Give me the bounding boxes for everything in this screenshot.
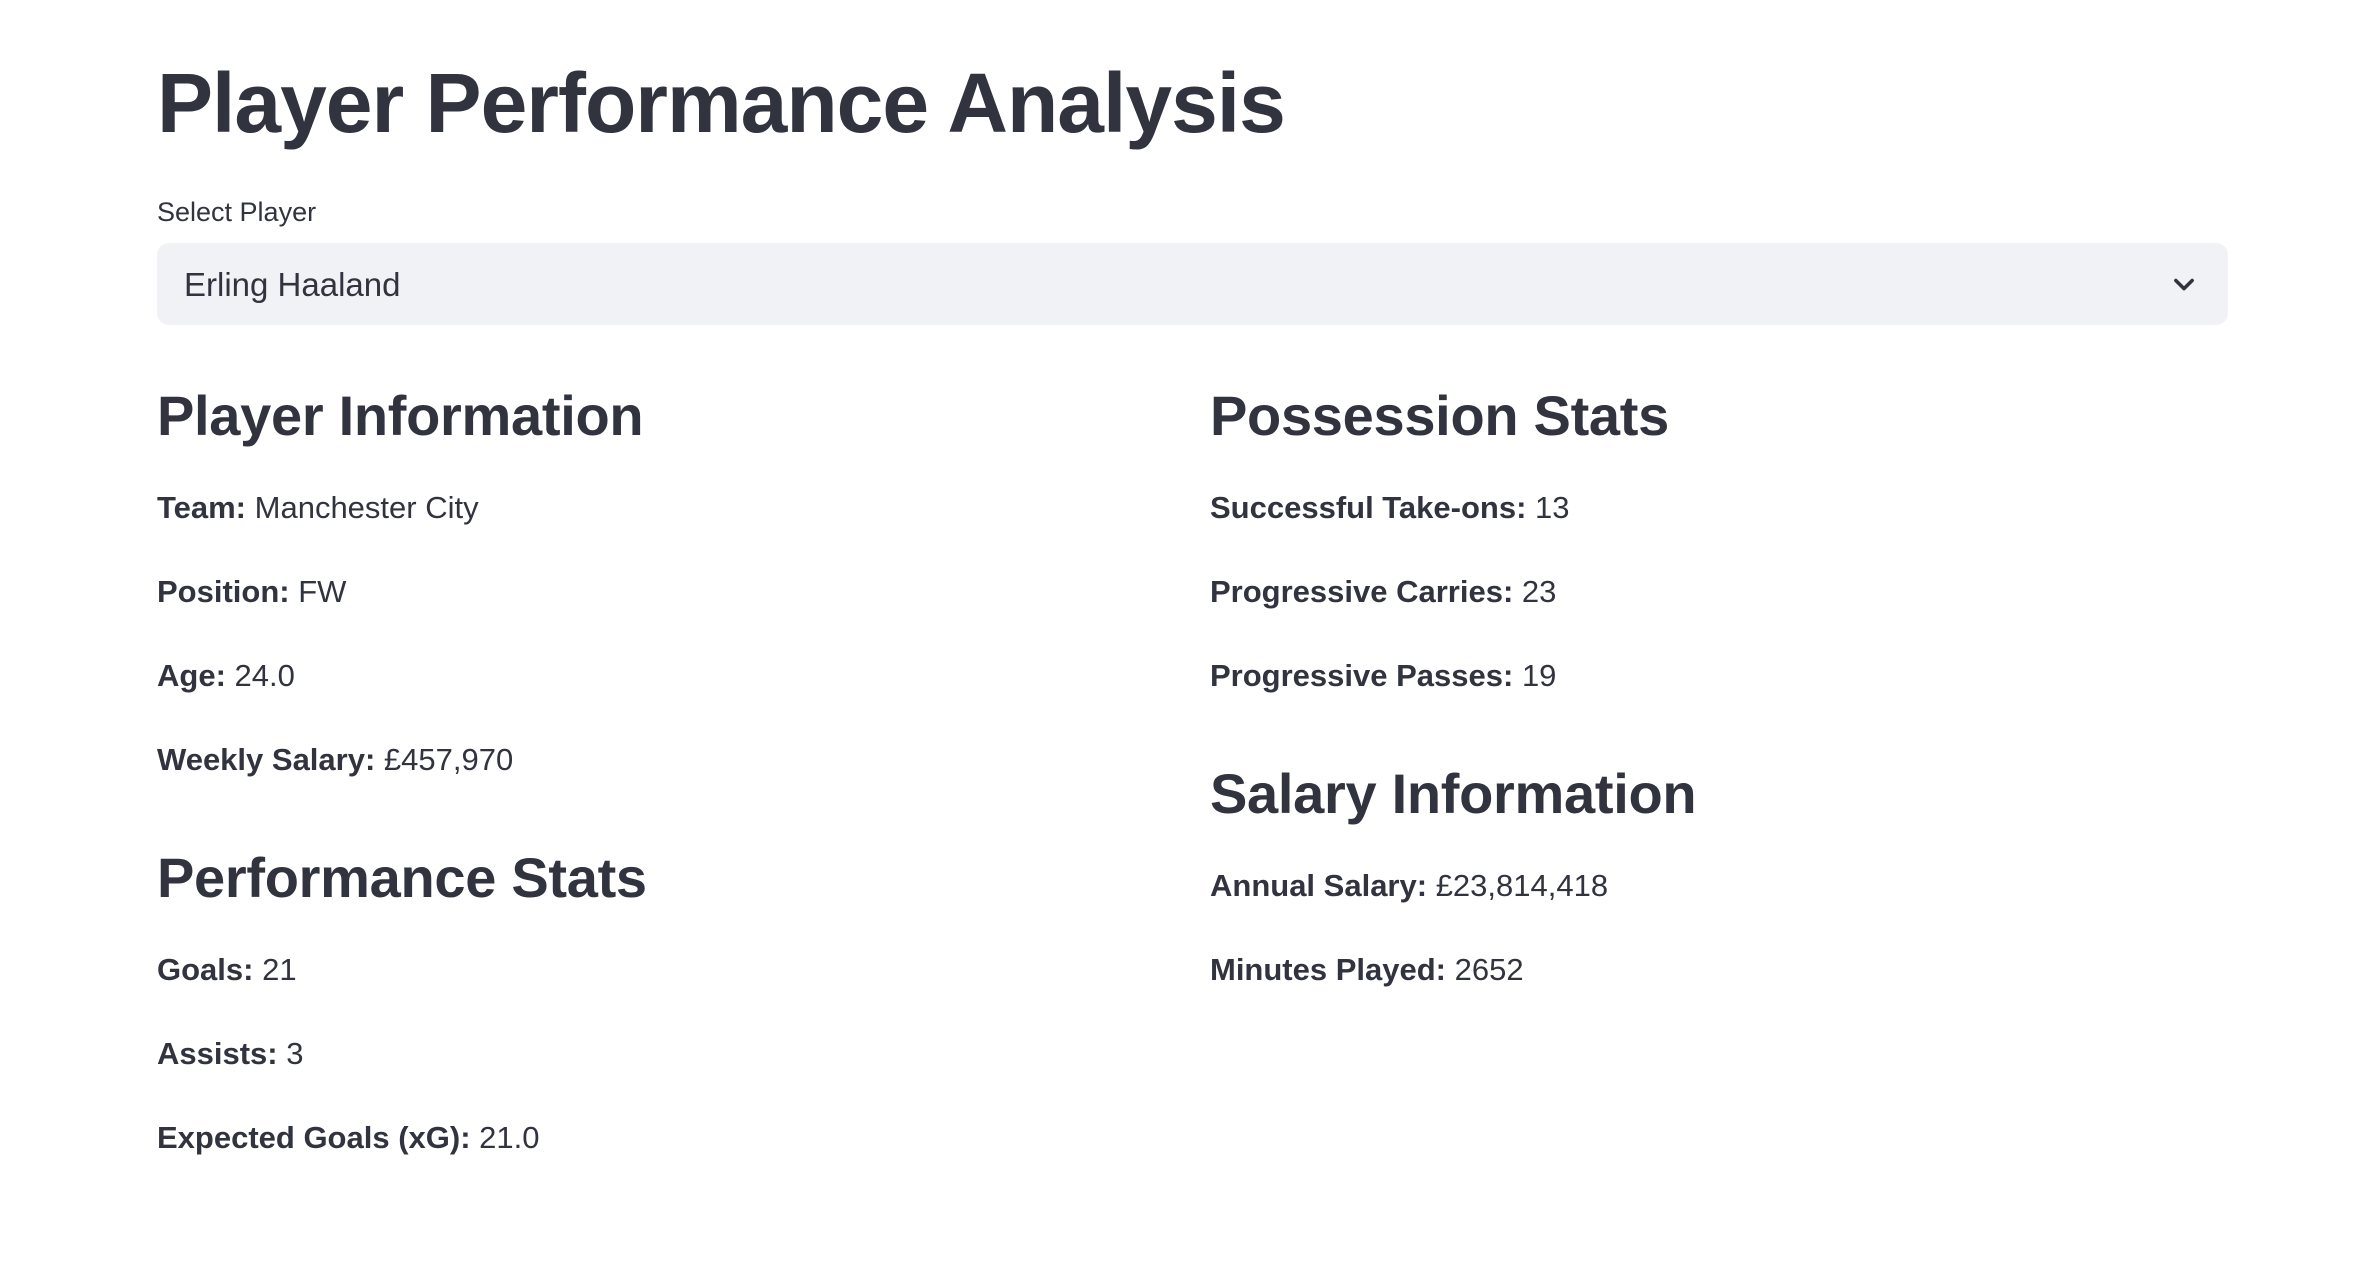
page-title: Player Performance Analysis xyxy=(157,56,1286,150)
stat-value: FW xyxy=(298,574,347,609)
expected-goals-stat: Expected Goals (xG): 21.0 xyxy=(157,1118,540,1158)
goals-stat: Goals: 21 xyxy=(157,950,297,990)
stat-value: £457,970 xyxy=(383,742,514,777)
team-stat: Team: Manchester City xyxy=(157,488,479,528)
player-select-value: Erling Haaland xyxy=(184,266,401,303)
stat-label: Age: xyxy=(157,658,226,693)
age-stat: Age: 24.0 xyxy=(157,656,295,696)
stat-label: Successful Take-ons: xyxy=(1210,490,1527,525)
stat-label: Progressive Passes: xyxy=(1210,658,1514,693)
stat-value: 2652 xyxy=(1454,952,1524,987)
stat-value: 3 xyxy=(286,1036,304,1071)
stat-label: Goals: xyxy=(157,952,254,987)
stat-label: Assists: xyxy=(157,1036,278,1071)
stat-label: Position: xyxy=(157,574,290,609)
stat-value: £23,814,418 xyxy=(1435,868,1609,903)
take-ons-stat: Successful Take-ons: 13 xyxy=(1210,488,1570,528)
stat-value: 19 xyxy=(1521,658,1557,693)
stat-label: Team: xyxy=(157,490,247,525)
player-information-heading: Player Information xyxy=(157,384,644,447)
stat-value: 23 xyxy=(1521,574,1557,609)
stat-value: 21 xyxy=(262,952,297,987)
stat-value: Manchester City xyxy=(254,490,479,525)
annual-salary-stat: Annual Salary: £23,814,418 xyxy=(1210,866,1608,906)
stat-value: 13 xyxy=(1535,490,1570,525)
stat-label: Annual Salary: xyxy=(1210,868,1428,903)
select-player-label: Select Player xyxy=(157,197,317,227)
performance-stats-heading: Performance Stats xyxy=(157,846,647,909)
position-stat: Position: FW xyxy=(157,572,346,612)
stat-label: Progressive Carries: xyxy=(1210,574,1514,609)
minutes-played-stat: Minutes Played: 2652 xyxy=(1210,950,1524,990)
weekly-salary-stat: Weekly Salary: £457,970 xyxy=(157,740,513,780)
stat-label: Expected Goals (xG): xyxy=(157,1120,471,1155)
stat-value: 24.0 xyxy=(234,658,295,693)
stat-label: Weekly Salary: xyxy=(157,742,376,777)
progressive-passes-stat: Progressive Passes: 19 xyxy=(1210,656,1556,696)
possession-stats-heading: Possession Stats xyxy=(1210,384,1669,447)
salary-information-heading: Salary Information xyxy=(1210,762,1697,825)
chevron-down-icon xyxy=(2174,278,2194,291)
progressive-carries-stat: Progressive Carries: 23 xyxy=(1210,572,1556,612)
stat-label: Minutes Played: xyxy=(1210,952,1446,987)
assists-stat: Assists: 3 xyxy=(157,1034,303,1074)
player-select[interactable]: Erling Haaland xyxy=(157,243,2228,325)
stat-value: 21.0 xyxy=(479,1120,540,1155)
